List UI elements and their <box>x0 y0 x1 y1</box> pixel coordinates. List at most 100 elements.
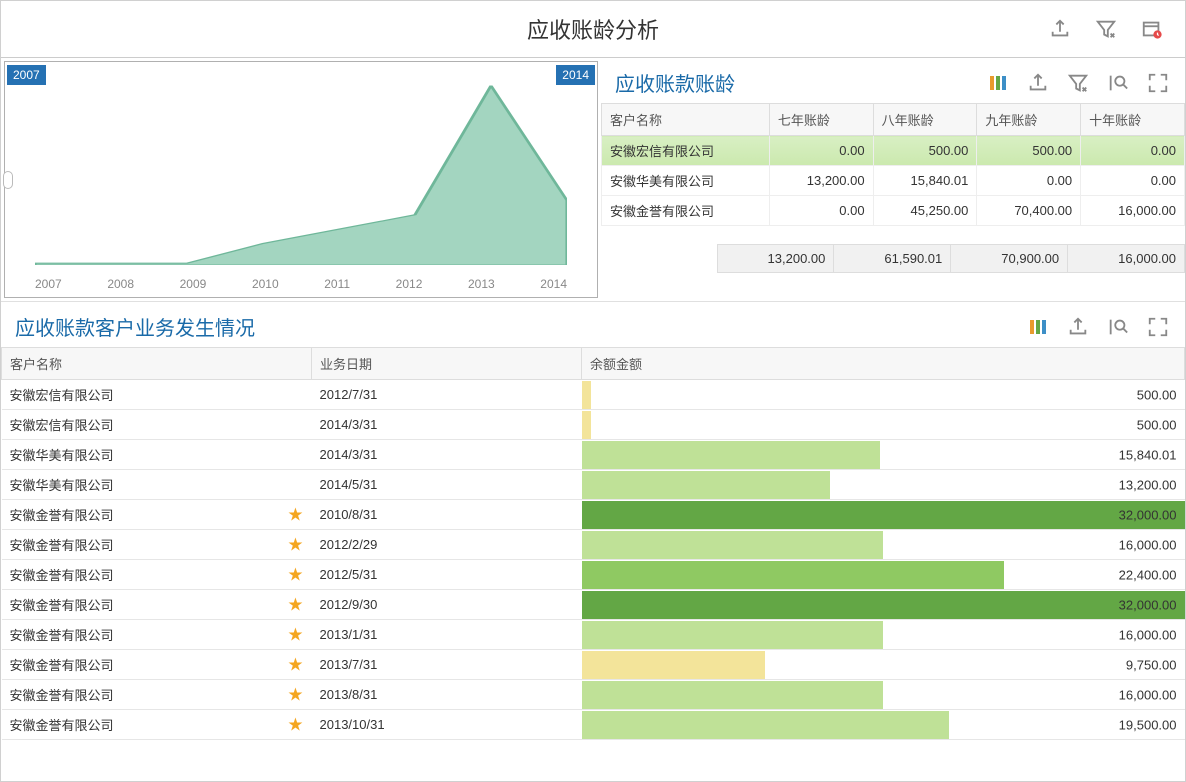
data-bar <box>582 441 880 469</box>
columns-icon[interactable] <box>985 70 1011 96</box>
table-row[interactable]: 安徽金誉有限公司★2013/7/319,750.00 <box>2 650 1185 680</box>
column-header[interactable]: 余额金额 <box>582 348 1185 380</box>
column-header[interactable]: 八年账龄 <box>873 104 977 136</box>
data-bar <box>582 621 884 649</box>
area-chart[interactable] <box>35 82 567 265</box>
customer-name: 安徽金誉有限公司★ <box>2 710 312 740</box>
column-header[interactable]: 十年账龄 <box>1081 104 1185 136</box>
date-cell: 2012/2/29 <box>312 530 582 560</box>
upper-section: 2007 2014 200720082009201020112012201320… <box>1 57 1185 301</box>
columns-icon[interactable] <box>1025 314 1051 340</box>
title-bar: 应收账龄分析 <box>1 1 1185 57</box>
drilldown-icon[interactable] <box>1105 314 1131 340</box>
amount-value: 19,500.00 <box>1119 717 1177 732</box>
detail-table[interactable]: 客户名称业务日期余额金额 安徽宏信有限公司2012/7/31500.00安徽宏信… <box>1 347 1185 740</box>
data-bar <box>582 711 949 739</box>
export-icon[interactable] <box>1065 314 1091 340</box>
amount-cell: 22,400.00 <box>582 560 1185 590</box>
table-row[interactable]: 安徽金誉有限公司★2013/8/3116,000.00 <box>2 680 1185 710</box>
total-cell: 16,000.00 <box>1068 245 1185 273</box>
customer-name: 安徽宏信有限公司 <box>2 410 312 440</box>
star-icon: ★ <box>287 504 303 525</box>
star-icon: ★ <box>287 534 303 555</box>
fullscreen-icon[interactable] <box>1145 70 1171 96</box>
amount-value: 22,400.00 <box>1119 567 1177 582</box>
x-axis-label: 2010 <box>252 277 279 291</box>
x-axis-label: 2007 <box>35 277 62 291</box>
x-axis-label: 2008 <box>107 277 134 291</box>
customer-name: 安徽金誉有限公司★ <box>2 620 312 650</box>
customer-name: 安徽金誉有限公司★ <box>2 650 312 680</box>
amount-cell: 32,000.00 <box>582 590 1185 620</box>
customer-name: 安徽金誉有限公司★ <box>2 680 312 710</box>
aging-title: 应收账款账龄 <box>615 68 735 97</box>
detail-title: 应收账款客户业务发生情况 <box>15 312 255 341</box>
star-icon: ★ <box>287 714 303 735</box>
amount-value: 9,750.00 <box>1126 657 1177 672</box>
amount-cell: 70,400.00 <box>977 196 1081 226</box>
customer-name: 安徽宏信有限公司 <box>602 136 770 166</box>
column-header[interactable]: 七年账龄 <box>769 104 873 136</box>
customer-name: 安徽华美有限公司 <box>2 470 312 500</box>
page-title: 应收账龄分析 <box>527 13 659 45</box>
clear-filter-icon[interactable] <box>1065 70 1091 96</box>
x-axis-label: 2012 <box>396 277 423 291</box>
date-cell: 2013/1/31 <box>312 620 582 650</box>
amount-cell: 0.00 <box>769 196 873 226</box>
amount-cell: 15,840.01 <box>582 440 1185 470</box>
table-row[interactable]: 安徽华美有限公司2014/3/3115,840.01 <box>2 440 1185 470</box>
x-axis-label: 2011 <box>324 277 350 291</box>
amount-value: 16,000.00 <box>1119 627 1177 642</box>
amount-value: 16,000.00 <box>1119 687 1177 702</box>
column-header[interactable]: 客户名称 <box>2 348 312 380</box>
total-cell: 13,200.00 <box>717 245 834 273</box>
table-row[interactable]: 安徽金誉有限公司★2010/8/3132,000.00 <box>2 500 1185 530</box>
aging-table[interactable]: 客户名称七年账龄八年账龄九年账龄十年账龄 安徽宏信有限公司0.00500.005… <box>601 103 1185 226</box>
export-icon[interactable] <box>1025 70 1051 96</box>
date-cell: 2013/10/31 <box>312 710 582 740</box>
drilldown-icon[interactable] <box>1105 70 1131 96</box>
amount-cell: 13,200.00 <box>582 470 1185 500</box>
star-icon: ★ <box>287 564 303 585</box>
table-row[interactable]: 安徽金誉有限公司★2012/2/2916,000.00 <box>2 530 1185 560</box>
fullscreen-icon[interactable] <box>1145 314 1171 340</box>
table-row[interactable]: 安徽金誉有限公司★2012/9/3032,000.00 <box>2 590 1185 620</box>
table-row[interactable]: 安徽宏信有限公司2012/7/31500.00 <box>2 380 1185 410</box>
amount-cell: 15,840.01 <box>873 166 977 196</box>
amount-cell: 16,000.00 <box>582 530 1185 560</box>
table-row[interactable]: 安徽金誉有限公司★2012/5/3122,400.00 <box>2 560 1185 590</box>
data-bar <box>582 501 1185 529</box>
amount-cell: 16,000.00 <box>582 620 1185 650</box>
column-header[interactable]: 九年账龄 <box>977 104 1081 136</box>
export-icon[interactable] <box>1047 16 1073 42</box>
table-row[interactable]: 安徽金誉有限公司★2013/1/31 16,000.00 <box>2 620 1185 650</box>
amount-value: 32,000.00 <box>1119 597 1177 612</box>
table-row[interactable]: 安徽金誉有限公司★2013/10/31 19,500.00 <box>2 710 1185 740</box>
amount-cell: 500.00 <box>582 380 1185 410</box>
data-bar <box>582 381 591 409</box>
customer-name: 安徽宏信有限公司 <box>2 380 312 410</box>
date-cell: 2014/3/31 <box>312 440 582 470</box>
amount-value: 16,000.00 <box>1119 537 1177 552</box>
table-row[interactable]: 安徽华美有限公司2014/5/3113,200.00 <box>2 470 1185 500</box>
amount-cell: 500.00 <box>977 136 1081 166</box>
area-chart-panel: 2007 2014 200720082009201020112012201320… <box>4 61 598 298</box>
table-row[interactable]: 安徽宏信有限公司2014/3/31500.00 <box>2 410 1185 440</box>
amount-cell: 0.00 <box>1081 136 1185 166</box>
column-header[interactable]: 业务日期 <box>312 348 582 380</box>
data-bar <box>582 531 884 559</box>
amount-cell: 9,750.00 <box>582 650 1185 680</box>
column-header[interactable]: 客户名称 <box>602 104 770 136</box>
detail-toolbar <box>1025 314 1171 340</box>
table-row[interactable]: 安徽华美有限公司13,200.0015,840.010.000.00 <box>602 166 1185 196</box>
x-axis-label: 2014 <box>540 277 567 291</box>
customer-name: 安徽金誉有限公司★ <box>2 500 312 530</box>
date-cell: 2012/9/30 <box>312 590 582 620</box>
amount-cell: 16,000.00 <box>1081 196 1185 226</box>
clear-filter-icon[interactable] <box>1093 16 1119 42</box>
total-cell: 70,900.00 <box>951 245 1068 273</box>
date-range-icon[interactable] <box>1139 16 1165 42</box>
table-row[interactable]: 安徽宏信有限公司0.00500.00500.000.00 <box>602 136 1185 166</box>
amount-cell: 0.00 <box>769 136 873 166</box>
table-row[interactable]: 安徽金誉有限公司0.0045,250.0070,400.0016,000.00 <box>602 196 1185 226</box>
